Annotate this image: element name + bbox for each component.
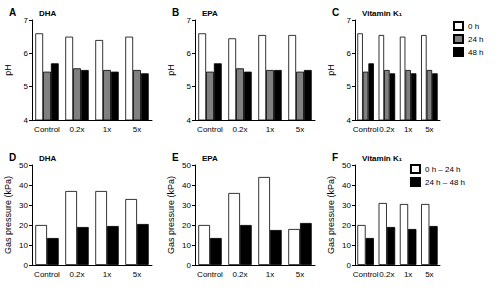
svg-text:5x: 5x (133, 125, 141, 134)
svg-text:Gas pressure (kPa): Gas pressure (kPa) (3, 176, 13, 254)
svg-text:Control: Control (34, 125, 60, 134)
svg-text:5: 5 (347, 82, 352, 91)
svg-text:4: 4 (347, 116, 352, 125)
svg-text:1x: 1x (103, 125, 111, 134)
svg-text:Control: Control (353, 125, 379, 134)
svg-text:6: 6 (24, 49, 29, 58)
svg-text:5x: 5x (425, 270, 433, 279)
svg-text:6: 6 (347, 49, 352, 58)
svg-text:20: 20 (182, 221, 191, 230)
svg-text:4: 4 (187, 116, 192, 125)
svg-text:Vitamin K₁: Vitamin K₁ (362, 9, 403, 18)
svg-text:7: 7 (187, 16, 192, 25)
svg-text:50: 50 (342, 161, 351, 170)
svg-text:Control: Control (353, 270, 379, 279)
svg-text:Control: Control (197, 125, 223, 134)
svg-text:0: 0 (347, 261, 352, 270)
svg-text:0 h – 24 h: 0 h – 24 h (425, 165, 461, 174)
svg-text:0: 0 (187, 261, 192, 270)
svg-text:D: D (9, 152, 16, 163)
svg-text:Control: Control (197, 270, 223, 279)
svg-text:Control: Control (34, 270, 60, 279)
svg-text:0.2x: 0.2x (69, 270, 84, 279)
svg-text:pH: pH (326, 64, 336, 76)
svg-text:Vitamin K₁: Vitamin K₁ (362, 154, 403, 163)
svg-text:40: 40 (19, 181, 28, 190)
svg-text:1x: 1x (103, 270, 111, 279)
svg-text:1x: 1x (266, 125, 274, 134)
svg-text:48 h: 48 h (468, 48, 484, 57)
svg-text:1x: 1x (404, 270, 412, 279)
svg-text:40: 40 (182, 181, 191, 190)
svg-text:0.2x: 0.2x (232, 125, 247, 134)
svg-text:7: 7 (24, 16, 29, 25)
svg-text:24 h: 24 h (468, 35, 484, 44)
svg-text:30: 30 (182, 201, 191, 210)
svg-text:EPA: EPA (202, 154, 218, 163)
svg-text:0.2x: 0.2x (379, 125, 394, 134)
svg-text:5x: 5x (133, 270, 141, 279)
svg-text:pH: pH (3, 64, 13, 76)
svg-text:1x: 1x (266, 270, 274, 279)
svg-text:24 h – 48 h: 24 h – 48 h (425, 178, 465, 187)
svg-text:7: 7 (347, 16, 352, 25)
svg-text:5: 5 (187, 82, 192, 91)
svg-text:50: 50 (19, 161, 28, 170)
svg-text:5x: 5x (296, 125, 304, 134)
svg-text:Gas pressure (kPa): Gas pressure (kPa) (326, 176, 336, 254)
svg-text:0.2x: 0.2x (379, 270, 394, 279)
svg-text:E: E (172, 152, 179, 163)
svg-text:10: 10 (19, 241, 28, 250)
svg-text:5x: 5x (425, 125, 433, 134)
svg-text:6: 6 (187, 49, 192, 58)
svg-text:30: 30 (342, 201, 351, 210)
svg-text:5: 5 (24, 82, 29, 91)
svg-text:pH: pH (166, 64, 176, 76)
svg-text:0.2x: 0.2x (69, 125, 84, 134)
svg-text:Gas pressure (kPa): Gas pressure (kPa) (166, 176, 176, 254)
svg-text:EPA: EPA (202, 9, 218, 18)
svg-text:10: 10 (182, 241, 191, 250)
svg-text:A: A (9, 7, 16, 18)
svg-text:DHA: DHA (39, 154, 57, 163)
svg-text:F: F (332, 152, 338, 163)
svg-text:B: B (172, 7, 179, 18)
svg-text:5x: 5x (296, 270, 304, 279)
svg-text:4: 4 (24, 116, 29, 125)
svg-text:30: 30 (19, 201, 28, 210)
svg-text:1x: 1x (404, 125, 412, 134)
svg-text:50: 50 (182, 161, 191, 170)
svg-text:40: 40 (342, 181, 351, 190)
svg-text:0: 0 (24, 261, 29, 270)
svg-text:0 h: 0 h (468, 22, 479, 31)
svg-text:10: 10 (342, 241, 351, 250)
svg-text:20: 20 (19, 221, 28, 230)
svg-text:0.2x: 0.2x (232, 270, 247, 279)
svg-text:C: C (332, 7, 339, 18)
svg-text:DHA: DHA (39, 9, 57, 18)
svg-text:20: 20 (342, 221, 351, 230)
